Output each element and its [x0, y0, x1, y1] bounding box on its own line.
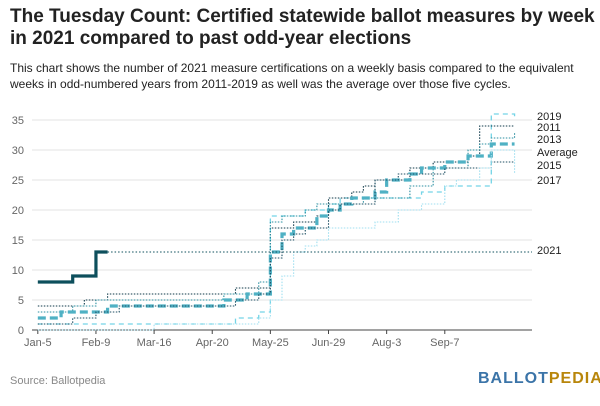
series-label-2019: 2019: [537, 111, 561, 123]
logo-part-pedia: PEDIA: [548, 370, 600, 387]
series-label-2021: 2021: [537, 245, 561, 257]
series-line-2019: [37, 113, 516, 325]
x-tick-label: May-25: [252, 337, 289, 349]
x-tick-label: Apr-20: [196, 337, 229, 349]
series-line-average: [37, 142, 515, 320]
x-tick-label: Mar-16: [137, 337, 172, 349]
logo-part-ballot: BALLOT: [478, 370, 549, 387]
series-label-2011: 2011: [537, 122, 561, 134]
x-tick-label: Feb-9: [82, 337, 111, 349]
y-tick-label: 30: [12, 145, 24, 157]
x-tick-label: Jan-5: [24, 337, 52, 349]
y-tick-label: 5: [18, 295, 24, 307]
y-tick-label: 10: [12, 265, 24, 277]
series-label-2017: 2017: [537, 175, 561, 187]
x-tick-label: Sep-7: [430, 337, 459, 349]
chart-subtitle: This chart shows the number of 2021 meas…: [10, 61, 574, 91]
x-tick-label: Jun-29: [312, 337, 346, 349]
y-tick-label: 25: [12, 175, 24, 187]
series-line-2015: [37, 161, 515, 325]
x-tick-label: Aug-3: [372, 337, 401, 349]
series-line-2013: [37, 132, 516, 313]
chart-title: The Tuesday Count: Certified statewide b…: [10, 6, 595, 49]
series-line-2011: [37, 125, 515, 307]
y-tick-label: 0: [18, 325, 24, 337]
series-label-2015: 2015: [537, 160, 561, 172]
series-label-2013: 2013: [537, 134, 561, 146]
y-tick-label: 35: [12, 115, 24, 127]
y-tick-label: 15: [12, 235, 24, 247]
source-note: Source: Ballotpedia: [10, 375, 106, 387]
y-tick-label: 20: [12, 205, 24, 217]
series-label-average: Average: [537, 147, 578, 159]
ballotpedia-logo: BALLOTPEDIA: [478, 370, 600, 388]
series-line-2017: [37, 149, 516, 331]
series-line-2021: [37, 250, 108, 284]
